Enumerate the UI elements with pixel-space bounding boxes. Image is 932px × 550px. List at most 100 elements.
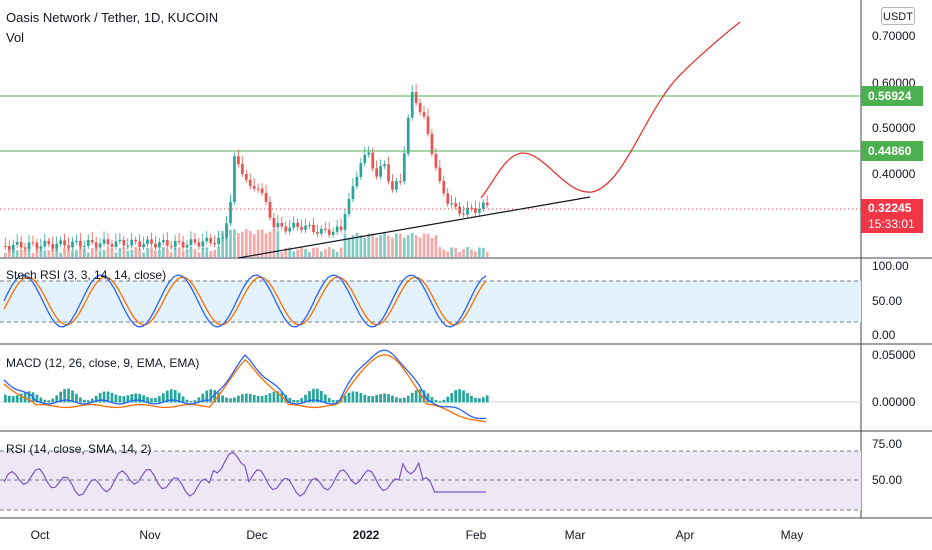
volume-bar (63, 248, 66, 257)
volume-bar (142, 252, 145, 257)
candle-body (466, 207, 469, 215)
volume-bar (213, 249, 217, 257)
candle-body (59, 240, 62, 244)
macd-hist-bar (363, 394, 367, 403)
candle-body (462, 213, 465, 215)
macd-hist-bar (67, 388, 70, 403)
macd-hist-bar (474, 397, 477, 403)
candle-body (363, 154, 367, 164)
candle-body (11, 244, 15, 250)
volume-bar (55, 248, 59, 257)
volume-bar (67, 247, 70, 257)
candle-body (418, 103, 422, 113)
volume-bar (410, 233, 414, 257)
candle-body (110, 244, 114, 247)
macd-hist-bar (146, 397, 149, 403)
last-price-tag: 0.32245 15:33:01 (861, 199, 923, 233)
macd-hist-bar (268, 393, 272, 403)
candle-body (142, 244, 145, 248)
macd-tick: 0.00000 (872, 395, 916, 409)
volume-bar (134, 247, 138, 257)
macd-hist-bar (197, 397, 201, 403)
candle-body (134, 239, 138, 242)
candle-body (7, 246, 11, 250)
volume-bar (102, 250, 106, 257)
macd-pane[interactable] (0, 349, 861, 423)
volume-bar (418, 237, 422, 257)
macd-hist-bar (106, 391, 110, 403)
macd-hist-bar (312, 388, 315, 403)
candle-body (63, 240, 66, 246)
macd-hist-bar (23, 391, 27, 403)
trend-line[interactable] (237, 196, 591, 259)
candle-body (98, 243, 102, 248)
macd-hist-bar (383, 393, 386, 403)
macd-hist-bar (296, 400, 299, 403)
volume-bar (193, 248, 197, 257)
rsi-title[interactable]: RSI (14, close, SMA, 14, 2) (6, 442, 152, 456)
candle-body (162, 240, 165, 243)
projection-path[interactable] (480, 21, 741, 199)
macd-title[interactable]: MACD (12, 26, close, 9, EMA, EMA) (6, 356, 200, 370)
volume-bar (51, 247, 55, 257)
candlesticks (4, 84, 489, 253)
volume-bar (256, 229, 260, 257)
candle-body (264, 192, 268, 202)
volume-bar (470, 249, 473, 257)
rsi-tick: 75.00 (872, 437, 903, 451)
macd-hist-bar (71, 390, 74, 403)
macd-hist-bar (418, 389, 422, 403)
currency-button[interactable]: USDT (881, 7, 915, 25)
main-price-pane[interactable] (0, 21, 861, 259)
volume-bar (75, 250, 78, 257)
candle-body (292, 222, 296, 228)
volume-bar (339, 247, 343, 257)
volume-bar (19, 250, 23, 257)
macd-hist-bar (300, 398, 303, 403)
macd-hist-bar (35, 394, 39, 403)
macd-hist-bar (90, 398, 94, 403)
macd-hist-bar (27, 391, 31, 403)
macd-hist-bar (470, 395, 473, 403)
volume-bar (481, 247, 485, 257)
time-tick-may: May (780, 528, 804, 542)
volume-bar (387, 235, 390, 257)
candle-body (27, 242, 31, 249)
macd-hist-bar (83, 399, 86, 403)
macd-hist-bar (454, 390, 457, 403)
volume-bar (23, 247, 27, 257)
volume-bar (363, 237, 367, 257)
time-tick-mar: Mar (564, 528, 586, 542)
volume-bar (272, 229, 276, 257)
candle-body (410, 92, 414, 118)
candle-body (359, 163, 363, 177)
macd-hist-bar (126, 395, 130, 403)
volume-bar (150, 247, 153, 257)
volume-bar (296, 249, 299, 257)
stoch-rsi-title[interactable]: Stoch RSI (3, 3, 14, 14, close) (6, 268, 167, 282)
macd-hist-bar (426, 393, 430, 403)
candle-body (438, 167, 442, 182)
macd-hist-bar (387, 394, 390, 403)
macd-hist-bar (438, 401, 442, 403)
macd-signal-line (3, 354, 487, 423)
volume-bar (406, 235, 410, 257)
volume-label[interactable]: Vol (6, 30, 25, 45)
symbol-title[interactable]: Oasis Network / Tether, 1D, KUCOIN (6, 10, 219, 25)
volume-bar (395, 233, 398, 257)
volume-bar (335, 251, 339, 257)
volume-bar (474, 251, 477, 257)
countdown-timer: 15:33:01 (868, 217, 915, 231)
candle-body (126, 245, 130, 247)
macd-hist-bar (134, 393, 138, 403)
stoch-rsi-pane[interactable] (0, 274, 861, 328)
macd-hist-bar (165, 390, 169, 403)
rsi-pane[interactable] (0, 450, 861, 511)
candle-body (327, 229, 331, 235)
macd-hist-bar (379, 393, 382, 403)
candle-body (320, 228, 323, 234)
volume-bar (347, 237, 351, 257)
macd-hist-bar (323, 394, 327, 403)
volume-bar (264, 233, 268, 257)
